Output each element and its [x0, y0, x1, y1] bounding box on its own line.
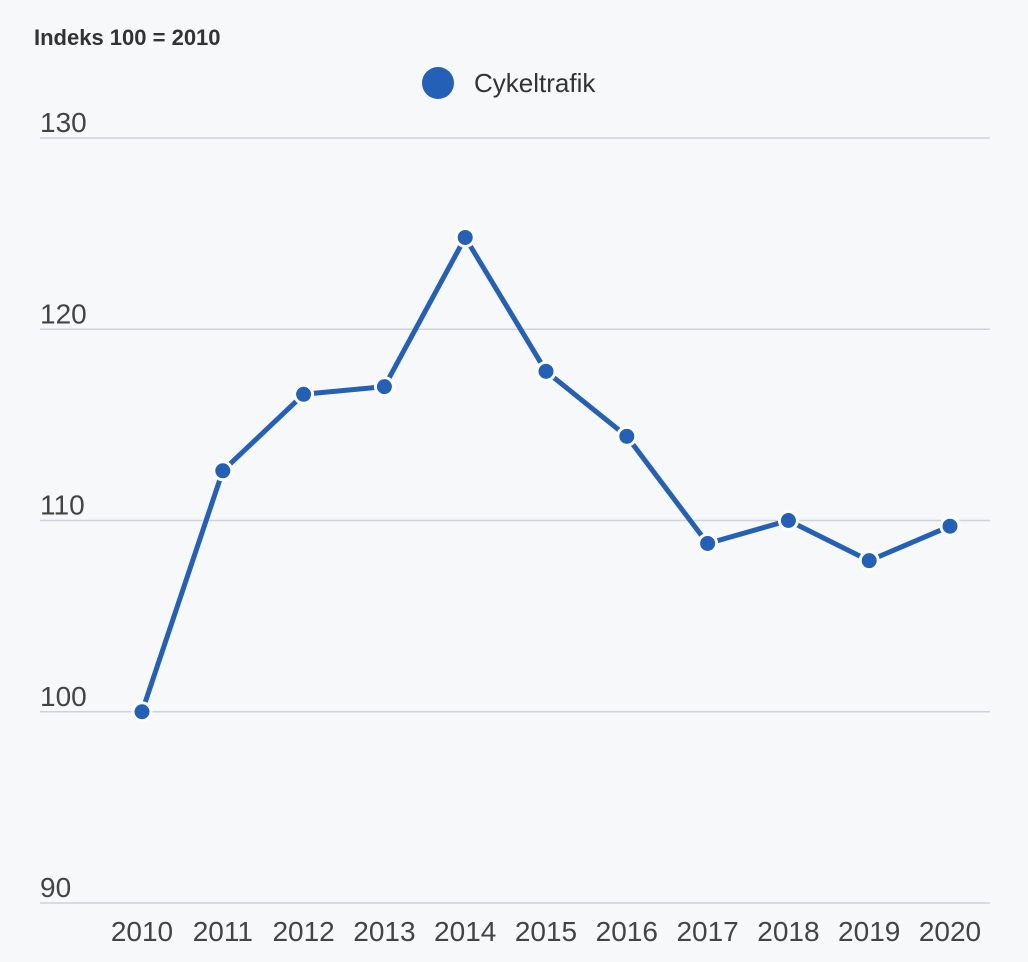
y-tick-120: 120	[40, 298, 87, 329]
x-tick-2015: 2015	[515, 916, 577, 947]
series-layer	[131, 226, 961, 723]
data-point-2013	[373, 376, 395, 398]
x-tick-2010: 2010	[111, 916, 173, 947]
x-tick-2018: 2018	[757, 916, 819, 947]
legend-marker-cykeltrafik	[422, 67, 454, 99]
data-point-2011	[212, 460, 234, 482]
legend-label-cykeltrafik: Cykeltrafik	[474, 68, 596, 98]
data-point-2015	[535, 360, 557, 382]
y-tick-110: 110	[40, 490, 85, 521]
data-point-2012	[293, 383, 315, 405]
unit-label: Indeks 100 = 2010	[34, 25, 221, 50]
x-tick-2011: 2011	[193, 916, 253, 947]
x-tick-2016: 2016	[596, 916, 658, 947]
data-point-2018	[777, 510, 799, 531]
data-point-2020	[939, 515, 961, 537]
y-tick-90: 90	[40, 872, 71, 903]
data-point-2016	[616, 425, 638, 447]
legend[interactable]: Cykeltrafik	[422, 67, 596, 99]
y-axis: 90 100 110 120 130	[40, 107, 87, 903]
x-tick-2020: 2020	[919, 916, 981, 947]
y-tick-130: 130	[40, 107, 87, 138]
series-line-cykeltrafik	[139, 235, 953, 715]
x-axis: 2010 2011 2012 2013 2014 2015 2016 2017 2018 2019…	[111, 916, 981, 947]
x-tick-2019: 2019	[838, 916, 900, 947]
data-point-2010	[131, 701, 153, 723]
data-point-2014	[454, 226, 476, 248]
data-point-2019	[858, 550, 880, 572]
gridlines	[40, 137, 990, 904]
x-tick-2017: 2017	[676, 916, 738, 947]
x-tick-2014: 2014	[434, 916, 496, 947]
y-tick-100: 100	[40, 681, 87, 712]
x-tick-2012: 2012	[272, 916, 334, 947]
data-point-2017	[697, 532, 719, 554]
x-tick-2013: 2013	[353, 916, 415, 947]
